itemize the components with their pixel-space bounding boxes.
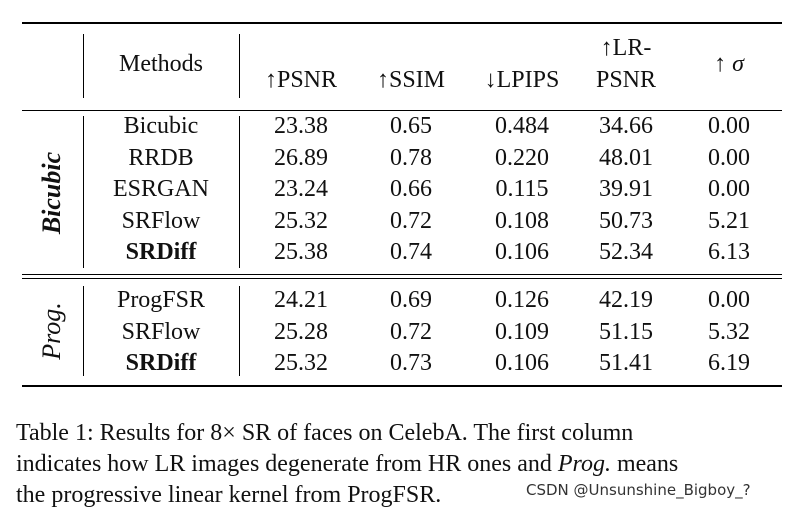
table-cell-lrpsnr: 50.73 bbox=[599, 207, 653, 234]
table-cell-lrpsnr: 51.15 bbox=[599, 318, 653, 345]
table-cell-lpips: 0.220 bbox=[495, 144, 549, 171]
table-cell-ssim: 0.73 bbox=[390, 350, 432, 376]
table-cell-lrpsnr: 52.34 bbox=[599, 239, 653, 265]
bottom-rule bbox=[22, 385, 782, 387]
table-cell-psnr: 24.21 bbox=[274, 287, 328, 313]
table-cell-method: SRDiff bbox=[125, 239, 197, 265]
header-ssim: ↑SSIM bbox=[376, 67, 446, 93]
table-cell-sigma: 0.00 bbox=[708, 176, 750, 202]
table-cell-sigma: 0.00 bbox=[708, 113, 750, 139]
table-cell-method: ProgFSR bbox=[116, 287, 206, 313]
vline-group bbox=[83, 286, 84, 376]
table-cell-sigma: 5.21 bbox=[708, 207, 750, 234]
table-cell-psnr: 23.38 bbox=[274, 113, 328, 139]
vline-methods bbox=[239, 116, 240, 268]
table-cell-method: SRDiff bbox=[125, 350, 197, 376]
header-lrpsnr-top: ↑LR- bbox=[600, 35, 652, 61]
caption-text: indicates how LR images degenerate from … bbox=[16, 451, 558, 477]
table-cell-psnr: 25.32 bbox=[274, 207, 328, 234]
vline-methods bbox=[239, 286, 240, 376]
table-cell-sigma: 5.32 bbox=[708, 318, 750, 345]
table-cell-ssim: 0.65 bbox=[390, 113, 432, 139]
caption-emphasis: Prog. bbox=[557, 451, 611, 477]
table-cell-psnr: 25.32 bbox=[274, 350, 328, 376]
caption-line-3: the progressive linear kernel from ProgF… bbox=[16, 482, 442, 508]
vline-methods bbox=[239, 34, 240, 98]
header-methods: Methods bbox=[119, 51, 203, 77]
group-label-bicubic: Bicubic bbox=[37, 151, 66, 235]
table-cell-sigma: 6.13 bbox=[708, 239, 750, 265]
sigma-symbol: σ bbox=[732, 51, 744, 77]
vline-group bbox=[83, 34, 84, 98]
header-lrpsnr-bottom: PSNR bbox=[595, 67, 657, 93]
table-cell-lrpsnr: 42.19 bbox=[599, 287, 653, 313]
table-caption: Table 1: Results for 8× SR of faces on C… bbox=[16, 418, 786, 511]
table-cell-lpips: 0.126 bbox=[495, 287, 549, 313]
table-cell-method: ESRGAN bbox=[112, 176, 209, 202]
table-cell-ssim: 0.72 bbox=[390, 318, 432, 345]
table-cell-ssim: 0.74 bbox=[390, 239, 432, 265]
table-cell-lpips: 0.106 bbox=[495, 239, 549, 265]
table-cell-method: SRFlow bbox=[121, 318, 201, 345]
table-cell-lpips: 0.115 bbox=[495, 176, 549, 202]
header-psnr: ↑PSNR bbox=[264, 67, 338, 93]
table-cell-psnr: 26.89 bbox=[274, 144, 328, 171]
table-cell-lpips: 0.106 bbox=[495, 350, 549, 376]
table-cell-psnr: 25.28 bbox=[274, 318, 328, 345]
group-rule-top bbox=[22, 274, 782, 275]
header-sigma: ↑ σ bbox=[684, 50, 774, 78]
header-rule bbox=[22, 110, 782, 111]
table-cell-ssim: 0.66 bbox=[390, 176, 432, 202]
table-cell-ssim: 0.69 bbox=[390, 287, 432, 313]
table-cell-ssim: 0.72 bbox=[390, 207, 432, 234]
vline-group bbox=[83, 116, 84, 268]
table-cell-lpips: 0.109 bbox=[495, 318, 549, 345]
results-table: Methods ↑PSNR ↑SSIM ↓LPIPS ↑LR- PSNR ↑ σ… bbox=[22, 22, 782, 387]
table-cell-ssim: 0.78 bbox=[390, 144, 432, 171]
table-cell-psnr: 23.24 bbox=[274, 176, 328, 202]
table-cell-method: RRDB bbox=[128, 144, 194, 171]
table-cell-sigma: 0.00 bbox=[708, 287, 750, 313]
header-lpips: ↓LPIPS bbox=[484, 67, 560, 93]
caption-line-2: indicates how LR images degenerate from … bbox=[16, 449, 786, 480]
table-cell-lrpsnr: 51.41 bbox=[599, 350, 653, 376]
table-cell-lpips: 0.108 bbox=[495, 207, 549, 234]
top-rule bbox=[22, 22, 782, 24]
caption-text: means bbox=[610, 451, 679, 477]
watermark: CSDN @Unsunshine_Bigboy_? bbox=[526, 481, 751, 499]
table-cell-psnr: 25.38 bbox=[274, 239, 328, 265]
table-cell-method: Bicubic bbox=[123, 113, 199, 139]
table-cell-lrpsnr: 34.66 bbox=[599, 113, 653, 139]
group-label-prog: Prog. bbox=[37, 302, 66, 360]
caption-line-1: Table 1: Results for 8× SR of faces on C… bbox=[16, 420, 634, 446]
group-rule-bottom bbox=[22, 278, 782, 279]
table-cell-lrpsnr: 39.91 bbox=[599, 176, 653, 202]
table-cell-lrpsnr: 48.01 bbox=[599, 144, 653, 171]
table-cell-sigma: 6.19 bbox=[708, 350, 750, 376]
table-cell-sigma: 0.00 bbox=[708, 144, 750, 171]
table-cell-method: SRFlow bbox=[121, 207, 201, 234]
table-cell-lpips: 0.484 bbox=[495, 113, 549, 139]
sigma-arrow: ↑ bbox=[714, 51, 727, 77]
